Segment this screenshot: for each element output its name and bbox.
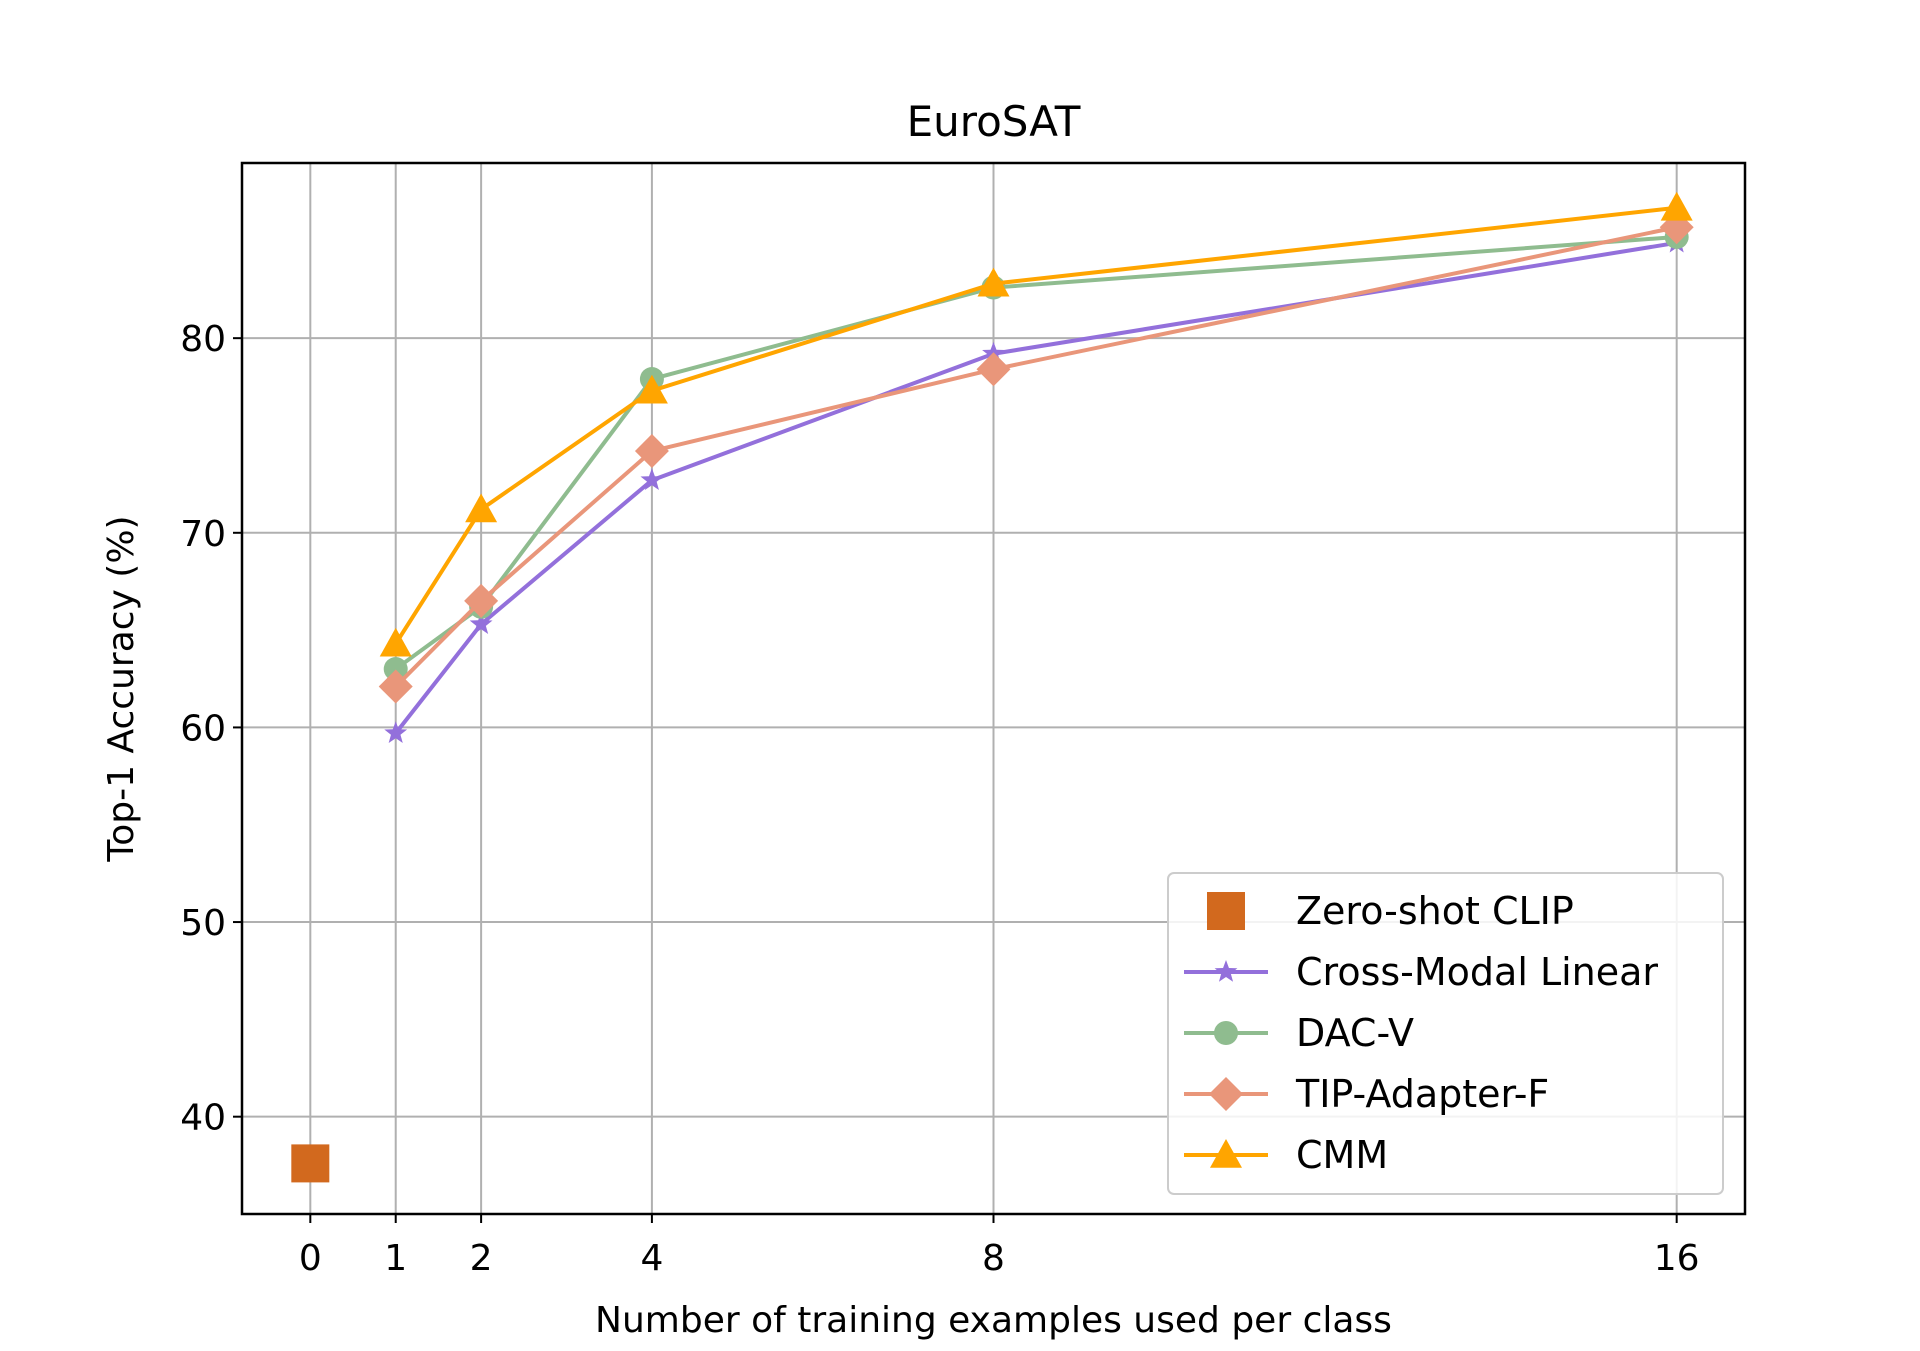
point-zero-shot-clip-0 xyxy=(291,1144,330,1183)
legend-label-dac-v: DAC-V xyxy=(1296,1011,1414,1055)
point-tip-adapter-f-2 xyxy=(464,583,499,618)
point-cross-modal-linear-1 xyxy=(384,721,408,743)
chart-title: EuroSAT xyxy=(907,97,1081,146)
point-cmm-4 xyxy=(635,374,668,404)
point-tip-adapter-f-4 xyxy=(634,434,669,469)
x-tick-label-16: 16 xyxy=(1654,1238,1700,1279)
point-cmm-2 xyxy=(465,493,498,523)
y-tick-label-70: 70 xyxy=(180,514,226,555)
legend-marker-cmm xyxy=(1210,1139,1242,1168)
x-tick-label-2: 2 xyxy=(470,1238,493,1279)
x-tick-label-1: 1 xyxy=(384,1238,407,1279)
legend-marker-zero-shot-clip xyxy=(1207,892,1245,930)
legend-item-cmm: CMM xyxy=(1184,1133,1388,1177)
legend-item-dac-v: DAC-V xyxy=(1184,1011,1414,1055)
point-cmm-8 xyxy=(977,267,1010,297)
series-layer xyxy=(291,191,1694,1183)
point-dac-v-1 xyxy=(383,657,408,682)
legend-marker-tip-adapter-f xyxy=(1209,1077,1243,1111)
legend-marker-dac-v xyxy=(1214,1021,1238,1045)
legend-label-tip-adapter-f: TIP-Adapter-F xyxy=(1295,1072,1549,1116)
point-cross-modal-linear-4 xyxy=(640,468,664,490)
legend: Zero-shot CLIP Cross-Modal Linear DAC-V TIP… xyxy=(1167,872,1724,1195)
series-cmm xyxy=(379,191,1693,657)
point-cmm-1 xyxy=(379,627,412,657)
legend-item-cross-modal-linear: Cross-Modal Linear xyxy=(1184,950,1658,994)
ticks: 0 1 2 4 8 16 40 50 60 70 80 xyxy=(180,319,1699,1279)
legend-label-cross-modal-linear: Cross-Modal Linear xyxy=(1296,950,1658,994)
y-tick-label-80: 80 xyxy=(180,319,226,360)
series-zero-shot-clip xyxy=(291,1144,330,1183)
legend-marker-cross-modal-linear xyxy=(1214,960,1238,982)
legend-item-tip-adapter-f: TIP-Adapter-F xyxy=(1184,1072,1549,1116)
x-axis-label: Number of training examples used per cla… xyxy=(595,1300,1392,1341)
legend-box xyxy=(1167,872,1724,1195)
x-tick-label-0: 0 xyxy=(299,1238,322,1279)
legend-item-zero-shot-clip: Zero-shot CLIP xyxy=(1207,889,1574,933)
y-tick-label-60: 60 xyxy=(180,708,226,749)
y-axis-label: Top-1 Accuracy (%) xyxy=(101,515,142,862)
legend-label-cmm: CMM xyxy=(1296,1133,1388,1177)
y-tick-label-40: 40 xyxy=(180,1098,226,1139)
x-tick-label-8: 8 xyxy=(982,1238,1005,1279)
point-cmm-16 xyxy=(1660,191,1693,221)
point-cross-modal-linear-2 xyxy=(469,612,493,634)
x-tick-label-4: 4 xyxy=(640,1238,663,1279)
legend-label-zero-shot-clip: Zero-shot CLIP xyxy=(1296,889,1574,933)
y-tick-label-50: 50 xyxy=(180,903,226,944)
series-tip-adapter-f xyxy=(378,210,1694,704)
point-tip-adapter-f-8 xyxy=(976,352,1011,387)
point-tip-adapter-f-1 xyxy=(378,669,413,704)
